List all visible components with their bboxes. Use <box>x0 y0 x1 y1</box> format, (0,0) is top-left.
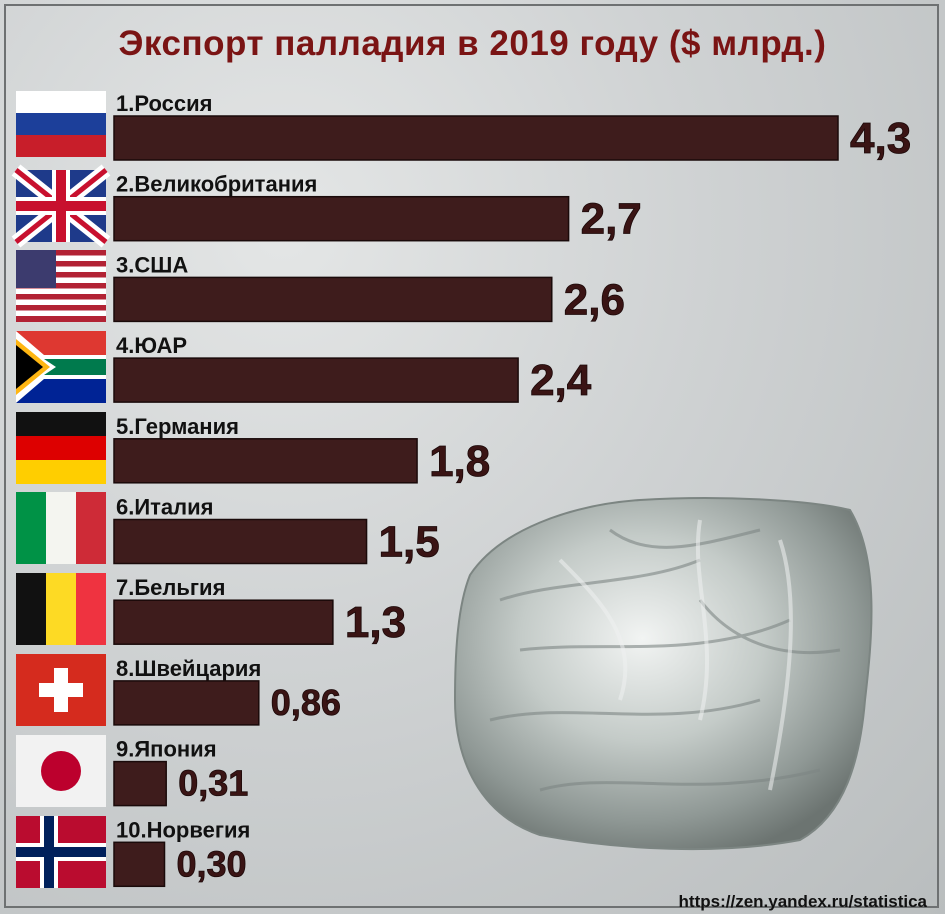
bar <box>113 357 519 403</box>
value-label: 0,30 <box>177 843 247 884</box>
category-label: 8.Швейцария <box>116 656 261 681</box>
category-label: 9.Япония <box>116 737 217 762</box>
bar <box>113 518 368 565</box>
category-label: 2.Великобритания <box>116 172 317 197</box>
bar <box>113 760 167 807</box>
value-label: 1,8 <box>429 437 490 486</box>
category-label: 5.Германия <box>116 414 239 439</box>
chart-title: Экспорт палладия в 2019 году ($ млрд.) <box>118 24 827 63</box>
category-label: 6.Италия <box>116 495 214 520</box>
infographic-frame <box>4 4 939 908</box>
russia-flag-icon <box>16 91 106 157</box>
belgium-flag-icon <box>16 573 106 645</box>
germany-flag-icon <box>16 412 106 484</box>
bar <box>113 195 570 242</box>
bar <box>113 438 418 484</box>
category-label: 1.Россия <box>116 91 212 116</box>
bar <box>113 680 260 726</box>
bar <box>113 276 553 323</box>
switzerland-flag-icon <box>16 654 106 726</box>
bar <box>113 115 839 161</box>
value-label: 1,3 <box>345 598 406 647</box>
category-label: 3.США <box>116 252 188 277</box>
bar <box>113 841 166 888</box>
value-label: 1,5 <box>379 518 440 567</box>
uk-flag-icon <box>11 164 111 248</box>
usa-flag-icon <box>16 250 106 322</box>
italy-flag-icon <box>16 492 106 564</box>
category-label: 10.Норвегия <box>116 817 250 842</box>
category-label: 4.ЮАР <box>116 333 187 358</box>
value-label: 2,4 <box>530 356 592 405</box>
japan-flag-icon <box>16 735 106 807</box>
value-label: 4,3 <box>850 114 911 163</box>
palladium-nugget-image <box>453 497 873 851</box>
value-label: 2,7 <box>581 195 642 244</box>
source-url: https://zen.yandex.ru/statistica <box>678 892 927 911</box>
value-label: 0,86 <box>271 682 341 723</box>
norway-flag-icon <box>16 816 106 888</box>
bar <box>113 599 334 645</box>
south-africa-flag-icon <box>16 331 106 403</box>
value-label: 2,6 <box>564 275 625 324</box>
value-label: 0,31 <box>178 763 248 804</box>
category-label: 7.Бельгия <box>116 575 225 600</box>
